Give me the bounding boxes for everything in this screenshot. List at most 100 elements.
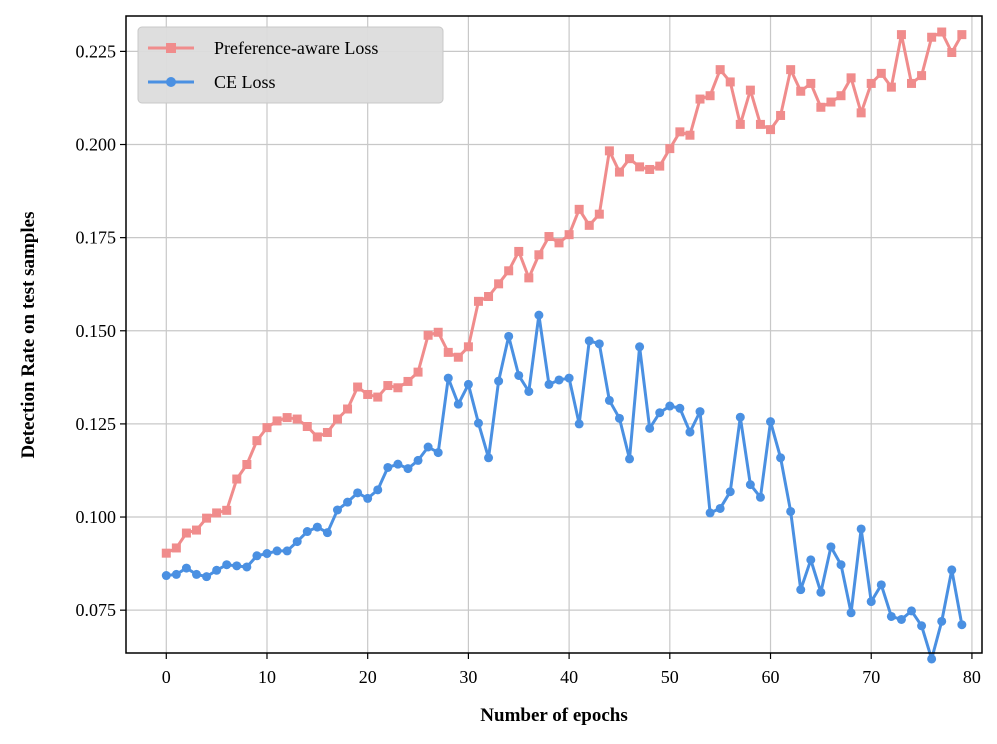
data-point [171,569,181,579]
data-point [816,587,826,597]
data-point [332,414,342,424]
data-point [856,524,866,534]
data-point [665,401,675,411]
data-point [896,30,906,40]
data-point [272,546,282,556]
x-tick-label: 70 [862,667,880,687]
data-point [312,432,322,442]
x-tick-label: 50 [661,667,679,687]
data-point [554,375,564,385]
data-point [947,48,957,58]
data-point [322,528,332,538]
data-point [886,82,896,92]
data-point [494,279,504,289]
data-point [685,130,695,140]
data-point [806,78,816,88]
data-point [514,246,524,256]
data-point [171,543,181,553]
data-point [202,513,212,523]
data-point [786,65,796,75]
data-point [614,167,624,177]
data-point [262,423,272,433]
y-tick-label: 0.075 [76,600,117,620]
data-point [544,379,554,389]
data-point [534,310,544,320]
data-point [353,382,363,392]
data-point [242,562,252,572]
data-point [212,565,222,575]
data-point [453,352,463,362]
data-point [353,488,363,498]
data-point [655,161,665,171]
data-point [383,462,393,472]
data-point [292,414,302,424]
series-layer [161,27,967,664]
data-point [927,654,937,664]
data-point [816,102,826,112]
y-tick-label: 0.100 [76,507,117,527]
data-point [826,97,836,107]
data-point [484,453,494,463]
series-line [166,313,964,661]
y-axis: 0.075 0.100 0.125 0.150 0.175 0.200 0.225 [76,41,126,620]
data-point [473,296,483,306]
data-point [433,327,443,337]
data-point [584,336,594,346]
data-point [252,436,262,446]
x-axis-title: Number of epochs [480,705,627,726]
data-point [907,606,917,616]
data-point [161,571,171,581]
data-point [826,542,836,552]
data-point [423,442,433,452]
data-point [534,250,544,260]
x-tick-label: 0 [162,667,171,687]
data-point [786,506,796,516]
data-point [766,125,776,135]
data-point [282,413,292,423]
data-point [302,422,312,432]
data-point [665,144,675,154]
data-point [755,119,765,129]
y-tick-label: 0.125 [76,414,117,434]
data-point [373,485,383,495]
data-point [161,548,171,558]
data-point [917,621,927,631]
data-point [846,73,856,83]
data-point [514,370,524,380]
data-point [715,503,725,513]
data-point [937,616,947,626]
legend-circle-marker [166,77,176,87]
data-point [504,331,514,341]
data-point [463,379,473,389]
data-point [222,505,232,515]
data-point [836,91,846,101]
x-tick-label: 60 [762,667,780,687]
data-point [191,525,201,535]
data-point [373,392,383,402]
data-point [614,413,624,423]
data-point [876,68,886,78]
plot-frame [125,15,983,654]
data-point [544,232,554,242]
data-point [242,460,252,470]
y-tick-label: 0.150 [76,321,117,341]
data-point [524,273,534,283]
data-point [937,27,947,37]
data-point [675,403,685,413]
legend-entry-ce-loss: CE Loss [148,72,276,92]
x-tick-label: 80 [963,667,981,687]
data-point [343,404,353,414]
data-point [574,204,584,214]
data-point [202,572,212,582]
data-point [343,497,353,507]
data-point [907,78,917,88]
data-point [625,454,635,464]
data-point [272,416,282,426]
data-point [735,119,745,129]
data-point [332,505,342,515]
data-point [393,383,403,393]
data-point [876,580,886,590]
data-point [232,474,242,484]
x-tick-label: 10 [258,667,276,687]
data-point [443,347,453,357]
